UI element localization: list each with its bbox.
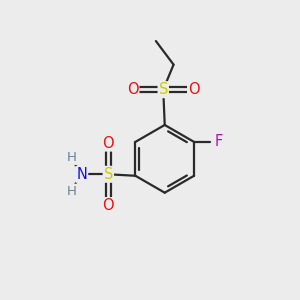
Text: O: O	[103, 136, 114, 151]
Text: H: H	[67, 184, 76, 198]
Text: H: H	[67, 151, 76, 164]
Text: O: O	[188, 82, 200, 97]
Text: O: O	[103, 198, 114, 213]
Text: S: S	[103, 167, 113, 182]
Text: O: O	[127, 82, 138, 97]
Text: N: N	[76, 167, 87, 182]
Text: F: F	[215, 134, 223, 149]
Text: S: S	[159, 82, 168, 97]
